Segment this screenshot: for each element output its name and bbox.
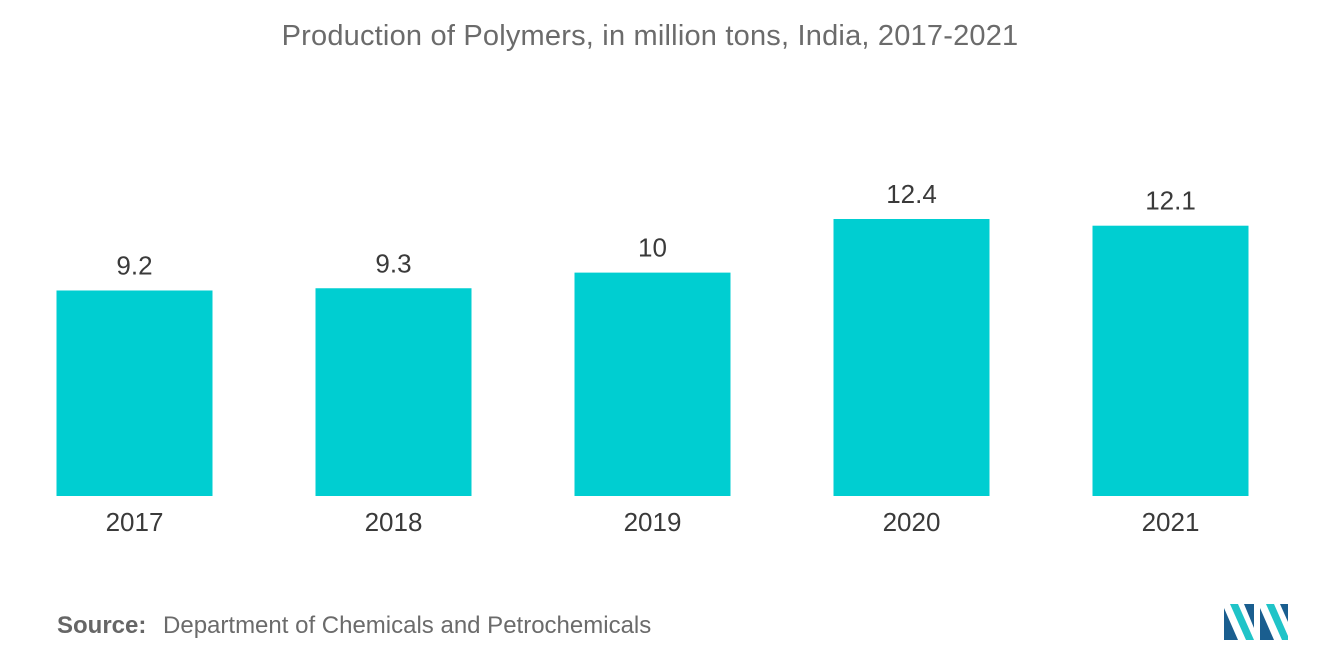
x-tick-label: 2017 xyxy=(106,507,164,537)
bar-2019 xyxy=(574,272,731,496)
bar-value-label: 9.2 xyxy=(116,250,152,280)
source-label: Source: xyxy=(57,612,147,639)
mordor-intelligence-logo-icon xyxy=(1224,604,1288,640)
chart-title: Production of Polymers, in million tons,… xyxy=(281,20,1019,52)
bar-value-label: 9.3 xyxy=(375,248,411,278)
bar-2017 xyxy=(56,290,213,496)
x-tick-label: 2018 xyxy=(365,507,423,537)
source-note: Source: Department of Chemicals and Petr… xyxy=(57,612,651,640)
bar-value-label: 12.1 xyxy=(1145,186,1196,216)
x-tick-label: 2019 xyxy=(624,507,682,537)
bar-2021 xyxy=(1092,225,1249,497)
x-tick-label: 2021 xyxy=(1142,507,1200,537)
bar-2018 xyxy=(315,288,472,496)
bar-2020 xyxy=(833,219,990,496)
source-text: Department of Chemicals and Petrochemica… xyxy=(163,612,652,639)
x-tick-label: 2020 xyxy=(883,507,941,537)
bar-value-label: 12.4 xyxy=(886,179,937,209)
bar-value-label: 10 xyxy=(638,233,667,263)
